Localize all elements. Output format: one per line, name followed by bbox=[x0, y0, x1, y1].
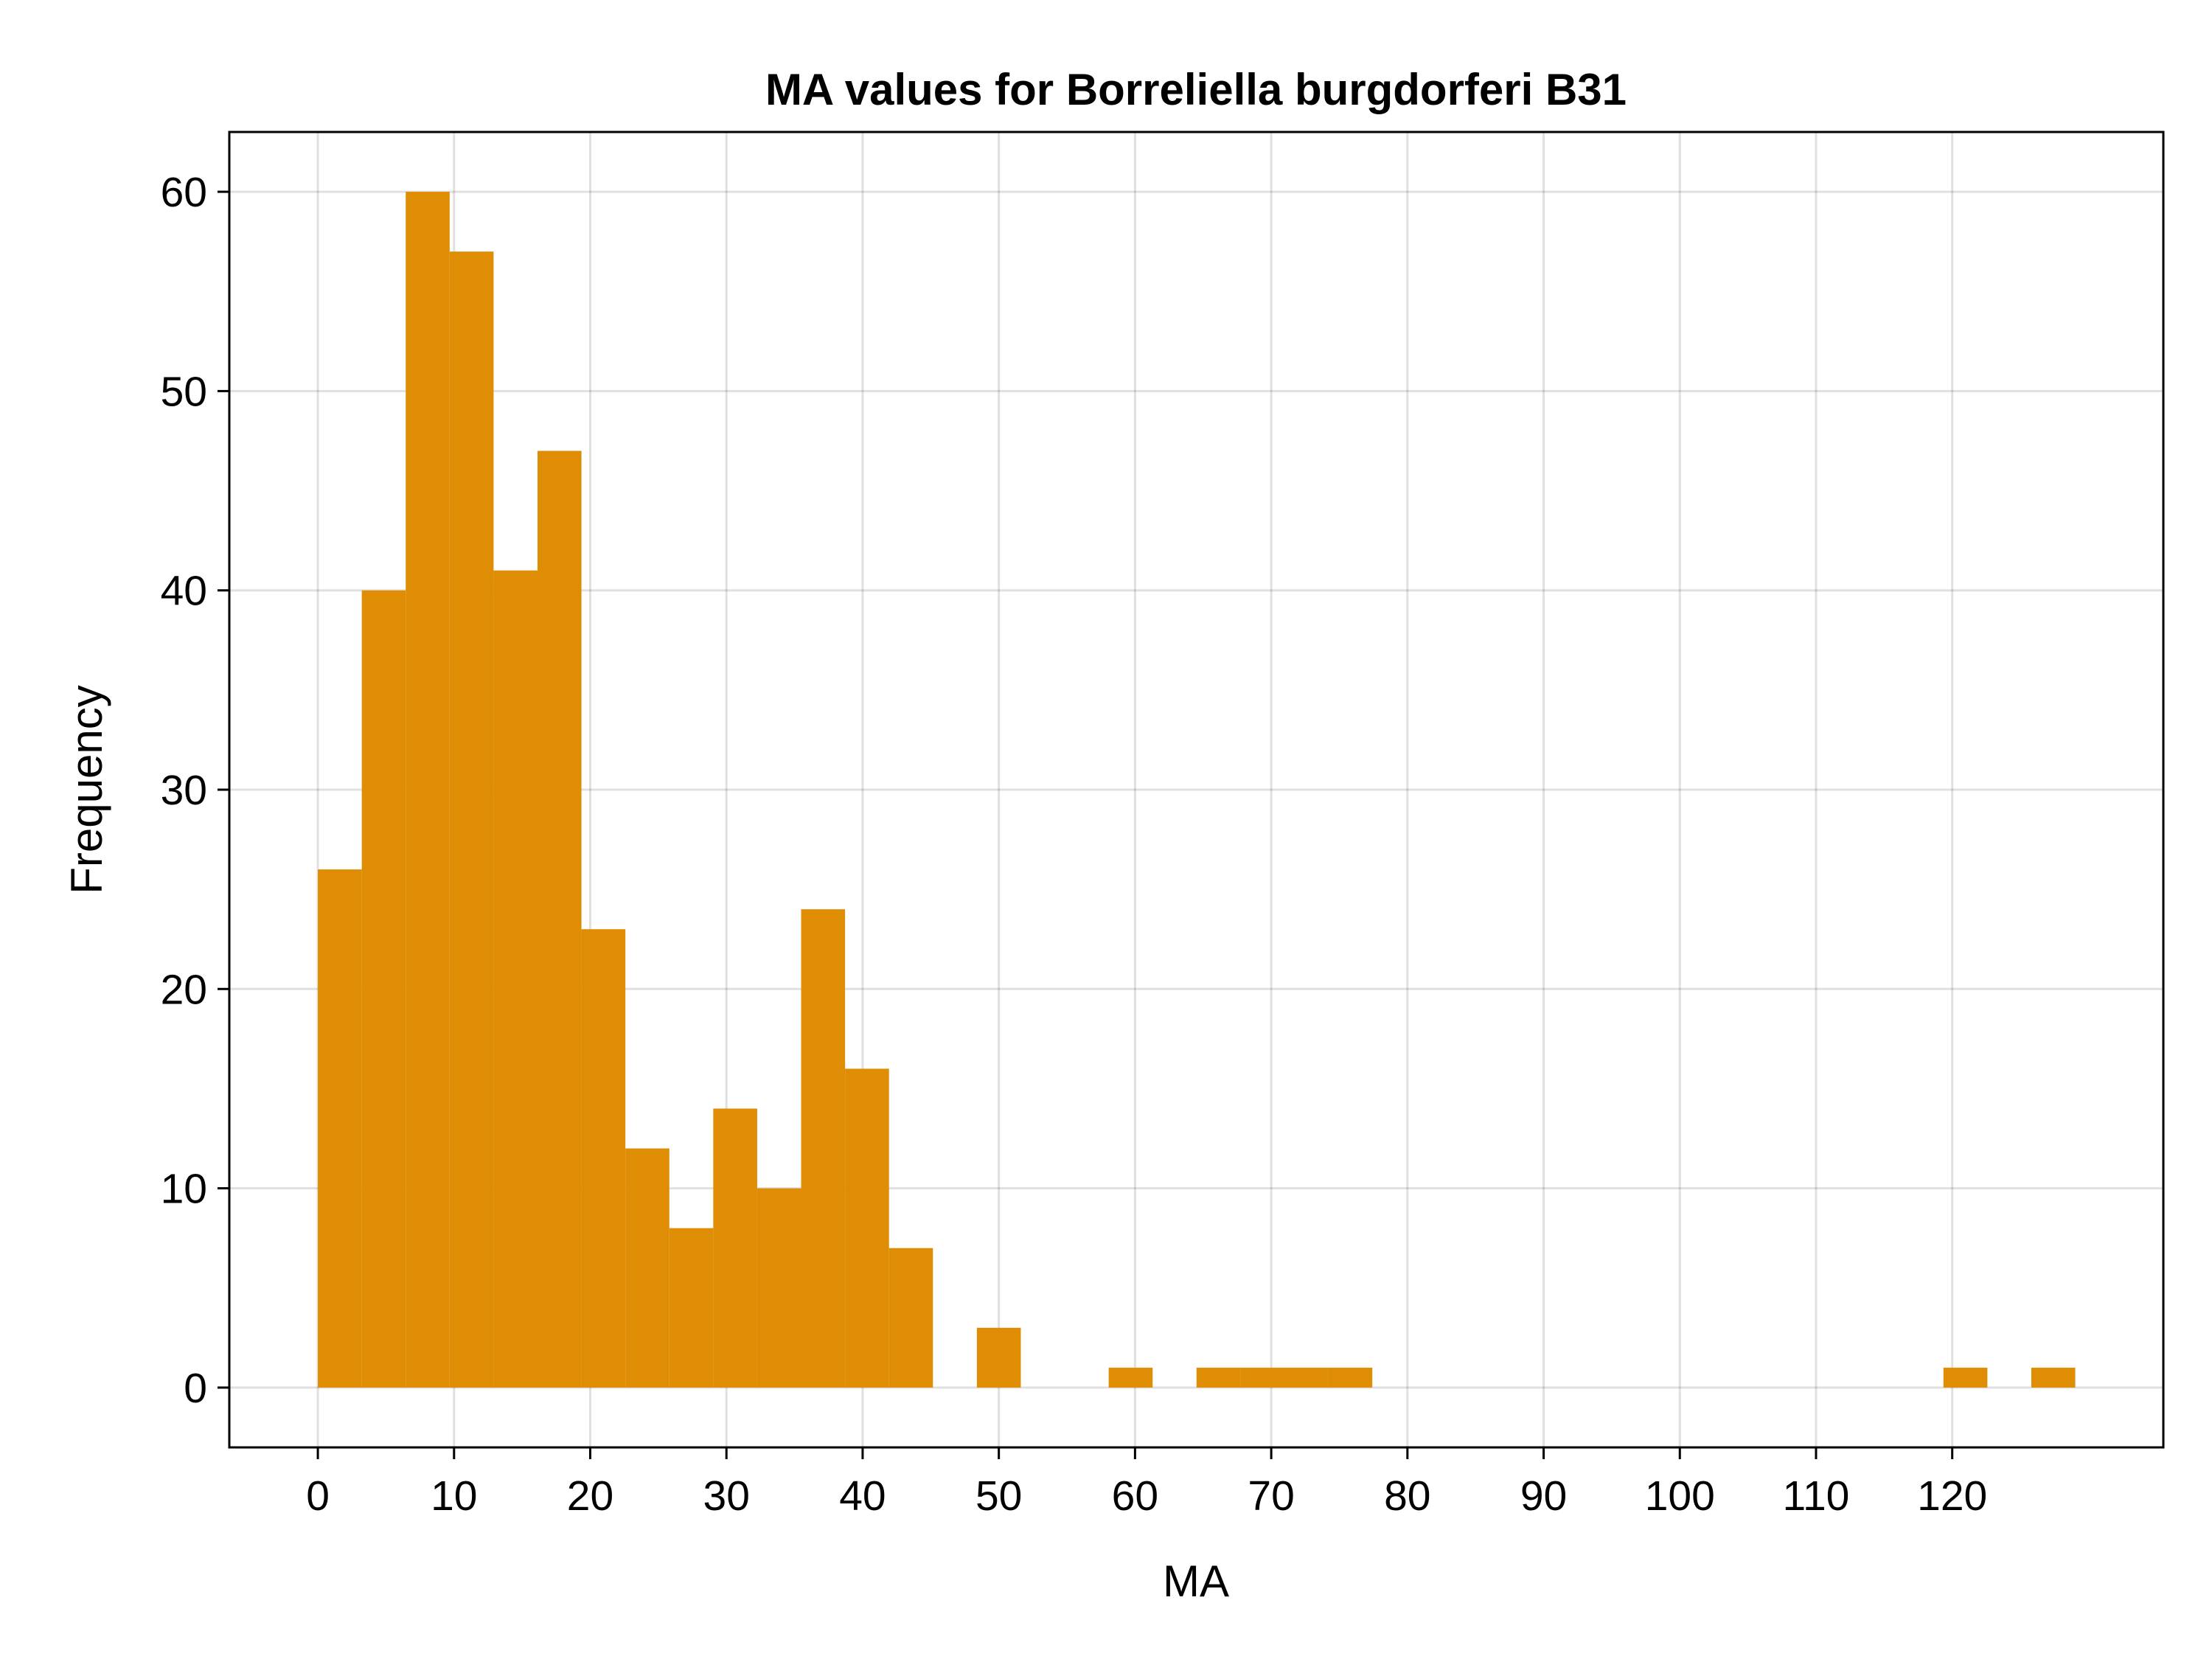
x-tick-label: 40 bbox=[839, 1472, 886, 1520]
histogram-bar bbox=[361, 590, 406, 1388]
y-axis-ticks: 0 10 20 30 40 50 60 bbox=[161, 169, 229, 1412]
histogram-bar bbox=[713, 1108, 757, 1388]
histogram-bar bbox=[669, 1228, 714, 1388]
x-tick-label: 80 bbox=[1384, 1472, 1430, 1520]
x-tick-label: 10 bbox=[431, 1472, 477, 1520]
x-tick-label: 120 bbox=[1917, 1472, 1987, 1520]
histogram-bar bbox=[449, 251, 494, 1388]
histogram-bars bbox=[318, 192, 2076, 1388]
histogram-bar bbox=[845, 1068, 889, 1388]
x-tick-label: 60 bbox=[1112, 1472, 1158, 1520]
histogram-bar bbox=[1943, 1367, 1988, 1388]
x-tick-label: 30 bbox=[703, 1472, 750, 1520]
histogram-bar bbox=[1196, 1367, 1241, 1388]
x-axis-ticks: 0 10 20 30 40 50 60 70 80 90 100 110 120 bbox=[306, 1447, 1987, 1520]
histogram-bar bbox=[1328, 1367, 1373, 1388]
grid-lines bbox=[229, 132, 2163, 1447]
y-tick-label: 60 bbox=[161, 169, 207, 216]
histogram-bar bbox=[1284, 1367, 1329, 1388]
histogram-bar bbox=[976, 1327, 1021, 1388]
x-tick-label: 90 bbox=[1520, 1472, 1567, 1520]
histogram-bar bbox=[493, 570, 538, 1388]
x-tick-label: 0 bbox=[306, 1472, 330, 1520]
x-tick-label: 100 bbox=[1645, 1472, 1715, 1520]
histogram-bar bbox=[406, 192, 450, 1388]
histogram-bar bbox=[801, 909, 846, 1388]
histogram-bar bbox=[757, 1188, 801, 1388]
y-tick-label: 10 bbox=[161, 1166, 207, 1213]
histogram-bar bbox=[888, 1248, 933, 1388]
histogram-bar bbox=[581, 929, 626, 1388]
y-axis-label: Frequency bbox=[62, 685, 111, 894]
x-tick-label: 110 bbox=[1783, 1472, 1850, 1520]
x-tick-label: 20 bbox=[567, 1472, 613, 1520]
histogram-bar bbox=[2031, 1367, 2076, 1388]
histogram-bar bbox=[318, 869, 362, 1388]
chart-title: MA values for Borreliella burgdorferi B3… bbox=[765, 65, 1627, 114]
y-tick-label: 40 bbox=[161, 568, 207, 615]
histogram-bar bbox=[1240, 1367, 1284, 1388]
histogram-bar bbox=[1108, 1367, 1153, 1388]
x-axis-label: MA bbox=[1163, 1557, 1229, 1606]
histogram-bar bbox=[625, 1148, 669, 1388]
y-tick-label: 0 bbox=[184, 1365, 207, 1412]
x-tick-label: 70 bbox=[1248, 1472, 1294, 1520]
y-tick-label: 30 bbox=[161, 767, 207, 814]
x-tick-label: 50 bbox=[975, 1472, 1022, 1520]
y-tick-label: 50 bbox=[161, 368, 207, 415]
y-tick-label: 20 bbox=[161, 966, 207, 1013]
histogram-bar bbox=[537, 451, 582, 1388]
